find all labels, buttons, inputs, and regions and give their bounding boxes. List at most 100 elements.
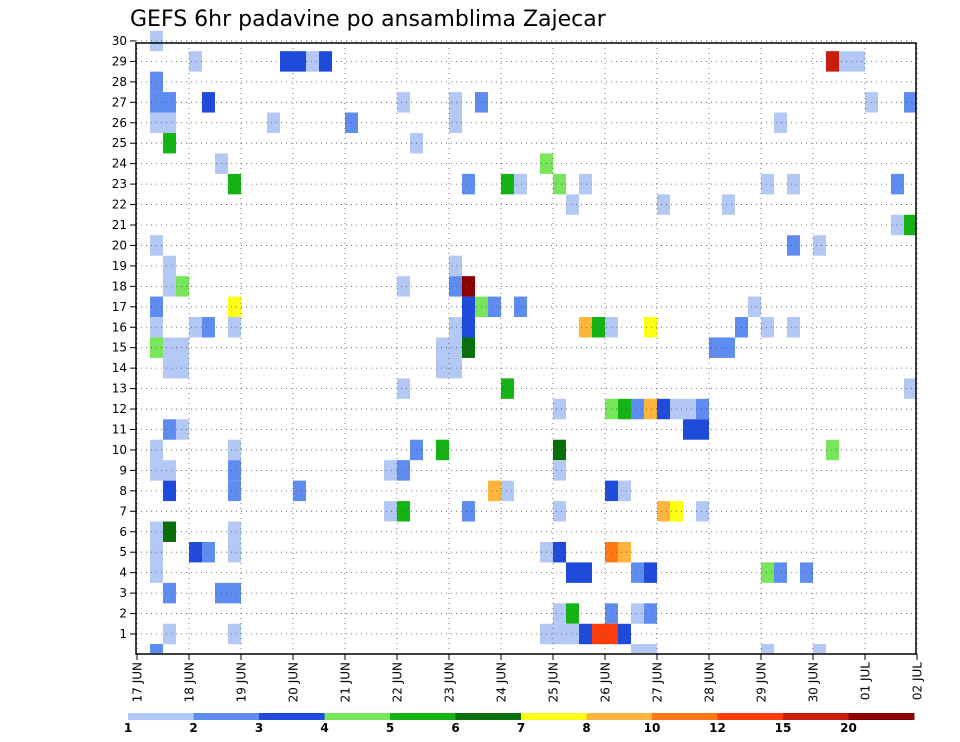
heatmap-cell: [228, 439, 241, 461]
y-tick-label: 19: [112, 259, 127, 273]
legend-label: 3: [255, 721, 263, 735]
heatmap-cell: [553, 603, 566, 624]
heatmap-cell: [657, 194, 670, 215]
legend-swatch: [390, 713, 456, 720]
legend-swatch: [455, 713, 522, 720]
x-tick-label: 28 JUN: [703, 662, 717, 702]
heatmap-cell: [631, 398, 644, 420]
heatmap-cell: [202, 541, 215, 563]
heatmap-cell: [592, 317, 605, 338]
heatmap-cell: [176, 357, 189, 379]
heatmap-cell: [267, 112, 280, 133]
heatmap-cell: [176, 419, 189, 440]
heatmap-cell: [722, 194, 735, 215]
heatmap-cells: [150, 30, 916, 653]
heatmap-cell: [176, 337, 189, 358]
heatmap-cell: [449, 357, 462, 379]
y-tick-label: 5: [119, 545, 127, 559]
heatmap-cell: [163, 337, 176, 358]
heatmap-cell: [436, 357, 449, 379]
legend-swatch: [259, 713, 325, 720]
heatmap-cell: [449, 276, 462, 297]
heatmap-cell: [462, 337, 475, 358]
legend-label: 5: [386, 721, 394, 735]
heatmap-cell: [228, 582, 241, 604]
heatmap-cell: [397, 92, 410, 113]
heatmap-cell: [631, 603, 644, 624]
legend-swatch: [848, 713, 915, 720]
heatmap-cell: [709, 337, 722, 358]
heatmap-cell: [449, 112, 462, 133]
heatmap-cell: [579, 173, 592, 195]
x-tick-label: 21 JUN: [339, 662, 353, 702]
heatmap-cell: [644, 398, 657, 420]
heatmap-cell: [813, 235, 826, 256]
heatmap-cell: [787, 173, 800, 195]
y-tick-label: 8: [119, 484, 127, 498]
heatmap-cell: [618, 480, 631, 502]
heatmap-cell: [553, 541, 566, 563]
heatmap-cell: [813, 644, 826, 653]
legend-label: 12: [709, 721, 726, 735]
heatmap-cell: [436, 439, 449, 461]
y-tick-label: 15: [112, 341, 127, 355]
heatmap-cell: [228, 460, 241, 481]
heatmap-cell: [904, 378, 916, 399]
legend-swatch: [717, 713, 784, 720]
heatmap-cell: [163, 521, 176, 542]
y-tick-label: 9: [119, 463, 127, 477]
heatmap-cell: [462, 173, 475, 195]
x-tick-label: 24 JUN: [495, 662, 509, 702]
heatmap-cell: [904, 92, 916, 113]
x-tick-label: 20 JUN: [287, 662, 301, 702]
heatmap-cell: [618, 623, 631, 645]
y-tick-label: 30: [112, 34, 127, 48]
heatmap-cell: [683, 419, 696, 440]
heatmap-cell: [163, 460, 176, 481]
heatmap-cell: [826, 439, 839, 461]
legend-label: 6: [451, 721, 459, 735]
heatmap-cell: [852, 51, 865, 72]
legend-label: 2: [189, 721, 197, 735]
heatmap-cell: [631, 562, 644, 583]
heatmap-cell: [644, 603, 657, 624]
heatmap-cell: [202, 317, 215, 338]
heatmap-cell: [163, 357, 176, 379]
y-tick-label: 2: [119, 607, 127, 621]
heatmap-cell: [787, 235, 800, 256]
heatmap-cell: [904, 214, 916, 236]
heatmap-cell: [553, 623, 566, 645]
heatmap-cell: [553, 398, 566, 420]
heatmap-cell: [553, 460, 566, 481]
x-tick-label: 26 JUN: [599, 662, 613, 702]
y-tick-label: 10: [112, 443, 127, 457]
y-tick-label: 12: [112, 402, 127, 416]
heatmap-cell: [228, 173, 241, 195]
heatmap-cell: [566, 603, 579, 624]
heatmap-cell: [189, 51, 202, 72]
y-tick-label: 24: [112, 157, 127, 171]
legend-label: 20: [840, 721, 857, 735]
legend-swatch: [128, 713, 194, 720]
x-axis: 17 JUN 18 JUN 19 JUN 20 JUN 21 JUN 22 JUN 23 J…: [131, 654, 925, 702]
heatmap-cell: [189, 541, 202, 563]
heatmap-cell: [384, 501, 397, 522]
x-tick-label: 25 JUN: [547, 662, 561, 702]
heatmap-cell: [579, 562, 592, 583]
color-legend: 1 2 3 4 5 6 7 8 10 12 15 20: [124, 713, 915, 735]
y-tick-label: 14: [112, 361, 127, 375]
heatmap-cell: [644, 562, 657, 583]
heatmap-cell: [722, 337, 735, 358]
heatmap-cell: [644, 317, 657, 338]
heatmap-cell: [163, 92, 176, 113]
heatmap-cell: [488, 480, 501, 502]
heatmap-cell: [579, 623, 592, 645]
heatmap-cell: [228, 296, 241, 318]
y-tick-label: 17: [112, 300, 127, 314]
legend-label: 4: [320, 721, 328, 735]
x-tick-label: 17 JUN: [131, 662, 145, 702]
y-tick-label: 28: [112, 75, 127, 89]
legend-swatch: [652, 713, 718, 720]
y-tick-label: 7: [119, 504, 127, 518]
